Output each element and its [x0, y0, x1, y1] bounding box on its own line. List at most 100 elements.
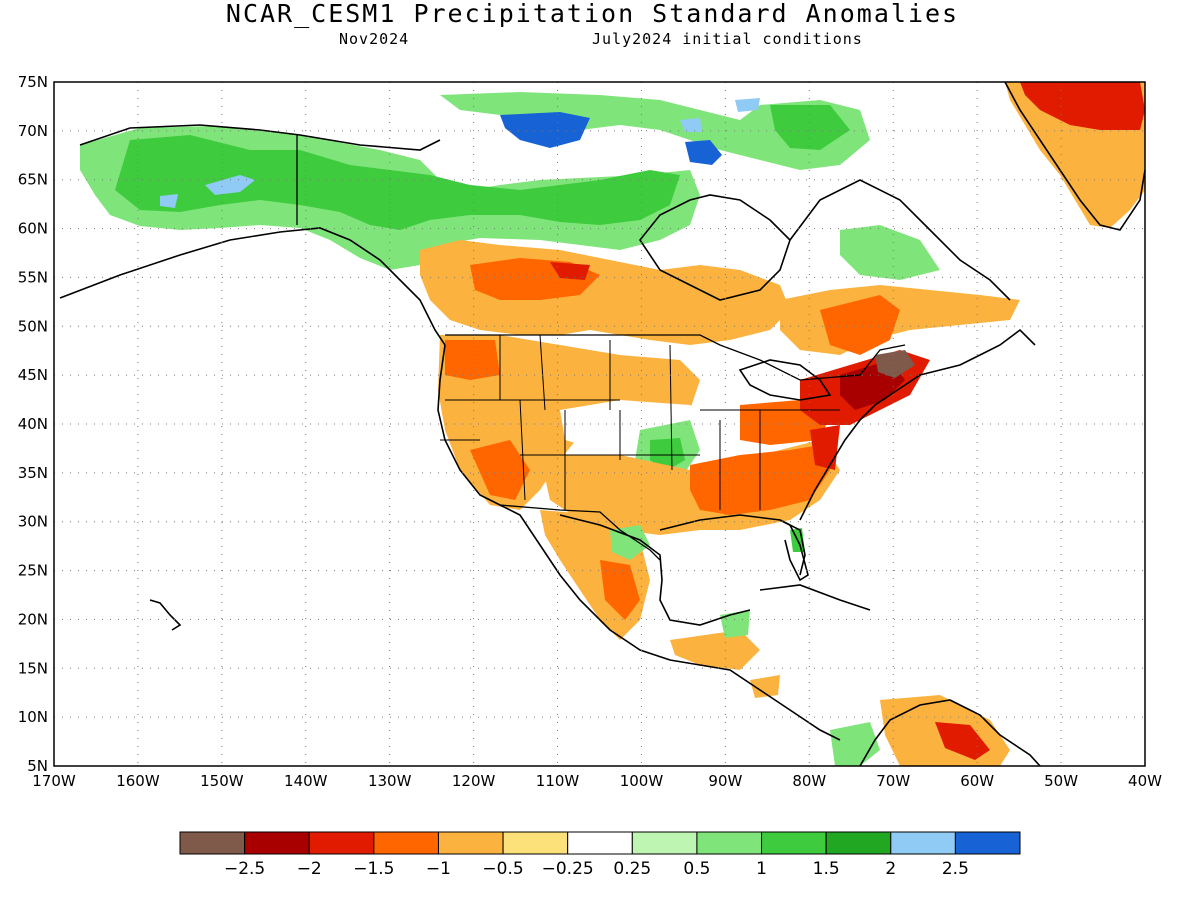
arctic-wet — [440, 92, 870, 170]
lon-tick-label: 150W — [200, 772, 244, 790]
lon-tick-label: 90W — [708, 772, 742, 790]
lon-tick-label: 170W — [32, 772, 76, 790]
arctic-lightblue — [735, 98, 760, 112]
lat-tick-label: 5N — [27, 757, 48, 775]
legend-swatch — [437, 831, 504, 855]
lon-tick-label: 50W — [1044, 772, 1078, 790]
virginia-red — [810, 425, 840, 470]
quebec-orange — [820, 295, 900, 355]
great-lakes-white — [700, 345, 790, 400]
legend-label: −1.5 — [353, 859, 394, 879]
us-mexico-border — [499, 504, 661, 561]
greenland-very-dry — [1020, 82, 1145, 130]
lat-tick-label: 20N — [18, 610, 48, 628]
political-borders — [296, 135, 906, 561]
canada-wet-core — [115, 135, 680, 230]
legend-swatch — [244, 831, 310, 855]
legend-swatch — [954, 831, 1021, 855]
lon-tick-label: 60W — [960, 772, 994, 790]
florida — [779, 519, 809, 582]
lon-tick-label: 40W — [1128, 772, 1162, 790]
state-lines — [440, 334, 840, 510]
legend-swatch — [179, 831, 246, 855]
lon-tick-label: 120W — [452, 772, 496, 790]
lat-tick-label: 30N — [18, 513, 48, 531]
us-canada-border — [445, 334, 906, 381]
legend-label: 1.5 — [813, 859, 840, 879]
greenland-coast — [1004, 81, 1146, 231]
mexico-wet — [610, 525, 650, 560]
lat-tick-label: 40N — [18, 415, 48, 433]
legend-label: −0.25 — [542, 859, 594, 879]
central-america-dry — [670, 630, 760, 670]
init-conditions: July2024 initial conditions — [592, 30, 863, 48]
legend-swatch — [567, 831, 633, 855]
hawaii — [149, 599, 182, 631]
lon-tick-label: 100W — [620, 772, 664, 790]
anomaly-fills — [80, 82, 1145, 766]
lat-tick-label: 55N — [18, 268, 48, 286]
lon-tick-label: 160W — [116, 772, 160, 790]
gulf-coast — [559, 514, 751, 626]
central-america-wet — [720, 610, 750, 638]
lon-tick-label: 130W — [368, 772, 412, 790]
lat-tick-label: 10N — [18, 708, 48, 726]
lon-tick-label: 140W — [284, 772, 328, 790]
oregon-orange — [445, 340, 500, 380]
alaska-north-coast — [79, 124, 441, 151]
lat-tick-label: 25N — [18, 562, 48, 580]
venezuela-red — [935, 722, 990, 760]
lat-tick-label: 45N — [18, 366, 48, 384]
maine-brown — [875, 350, 915, 378]
legend-label: 0.5 — [683, 859, 710, 879]
us-east-coast — [799, 328, 1036, 521]
arctic-wet-core — [770, 105, 850, 150]
legend-label: 2 — [885, 859, 896, 879]
lat-tick-label: 15N — [18, 659, 48, 677]
hudson-bay-blue-2 — [685, 140, 722, 165]
hudson-bay-blue — [500, 112, 590, 148]
hispaniola-dry — [750, 675, 780, 698]
legend-label: −2.5 — [224, 859, 265, 879]
lat-tick-label: 50N — [18, 317, 48, 335]
california-orange — [470, 440, 530, 500]
alaska-blue-2 — [160, 194, 178, 208]
legend-label: 2.5 — [942, 859, 969, 879]
map-border — [53, 81, 1146, 767]
us-west-coast — [437, 344, 841, 741]
chart-title: NCAR_CESM1 Precipitation Standard Anomal… — [225, 0, 960, 28]
coastlines — [59, 81, 1146, 767]
alaska-coast — [59, 227, 446, 346]
labrador-wet — [840, 225, 940, 280]
legend-swatch — [761, 831, 827, 855]
legend-label: 0.25 — [613, 859, 651, 879]
great-lakes — [738, 359, 832, 401]
lat-tick-label: 75N — [18, 73, 48, 91]
arctic-lightblue-2 — [680, 118, 702, 132]
alaska-blue-1 — [205, 175, 255, 195]
legend-label: −1 — [426, 859, 451, 879]
legend-swatch — [631, 831, 698, 855]
panama-wet — [830, 722, 880, 766]
lat-tick-label: 70N — [18, 122, 48, 140]
lat-tick-label: 65N — [18, 171, 48, 189]
legend-swatch — [502, 831, 569, 855]
lat-tick-label: 35N — [18, 464, 48, 482]
legend-label: −2 — [297, 859, 322, 879]
legend-swatch — [373, 831, 439, 855]
legend-label: −0.5 — [482, 859, 523, 879]
lat-tick-label: 60N — [18, 220, 48, 238]
lon-tick-label: 110W — [536, 772, 580, 790]
target-month: Nov2024 — [339, 30, 410, 48]
longitude-labels: 170W 160W 150W 140W 130W 120W 110W 100W 90W 80W 70… — [32, 772, 1162, 790]
color-legend: −2.5 −2 −1.5 −1 −0.5 −0.25 0.25 0.5 1 1.5 2 2.5 — [179, 831, 1021, 879]
legend-swatch — [890, 831, 956, 855]
cuba — [759, 584, 871, 611]
south-america-coast — [859, 699, 1041, 767]
latitude-labels: 75N 70N 65N 60N 55N 50N 45N 40N 35N 30N 25N 20N 15N 1… — [18, 73, 48, 775]
legend-label: 1 — [756, 859, 767, 879]
mexico-orange — [600, 560, 640, 620]
legend-swatch — [308, 831, 375, 855]
lon-tick-label: 80W — [792, 772, 826, 790]
